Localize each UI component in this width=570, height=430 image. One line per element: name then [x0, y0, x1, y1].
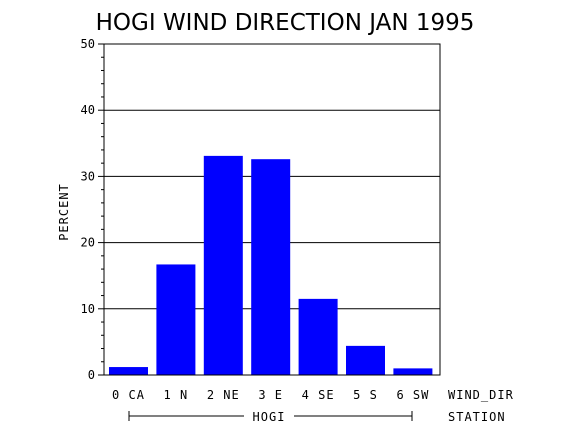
plot-frame — [103, 43, 441, 376]
station-group-bracket: HOGI — [128, 408, 413, 424]
x-tick-labels: 0 CA 1 N 2 NE 3 E 4 SE 5 S 6 SW — [112, 388, 429, 402]
bar — [346, 345, 385, 375]
bar — [203, 155, 243, 375]
y-axis: 0 10 20 30 40 50 — [81, 37, 104, 382]
y-axis-label: PERCENT — [57, 183, 71, 241]
station-group-label: HOGI — [253, 410, 286, 424]
y-tick-label: 50 — [81, 37, 95, 51]
y-tick-label: 40 — [81, 103, 95, 117]
bar — [251, 159, 291, 375]
x-tick-label: 5 S — [353, 388, 378, 402]
x-tick-label: 1 N — [164, 388, 189, 402]
bar — [298, 298, 338, 375]
y-tick-label: 30 — [81, 169, 95, 183]
x-tick-label: 0 CA — [112, 388, 145, 402]
y-tick-label: 10 — [81, 302, 95, 316]
bars — [109, 155, 433, 375]
x-tick-label: 2 NE — [207, 388, 240, 402]
y-tick-label: 20 — [81, 236, 95, 250]
bar — [156, 264, 196, 375]
x-tick-label: 6 SW — [396, 388, 429, 402]
bar — [109, 367, 148, 375]
station-axis-label: STATION — [448, 410, 506, 424]
bar — [393, 368, 433, 375]
x-tick-label: 4 SE — [302, 388, 335, 402]
x-axis-label: WIND_DIR — [448, 388, 514, 402]
y-tick-label: 0 — [88, 368, 95, 382]
x-tick-label: 3 E — [258, 388, 283, 402]
chart-title: HOGI WIND DIRECTION JAN 1995 — [96, 10, 475, 36]
